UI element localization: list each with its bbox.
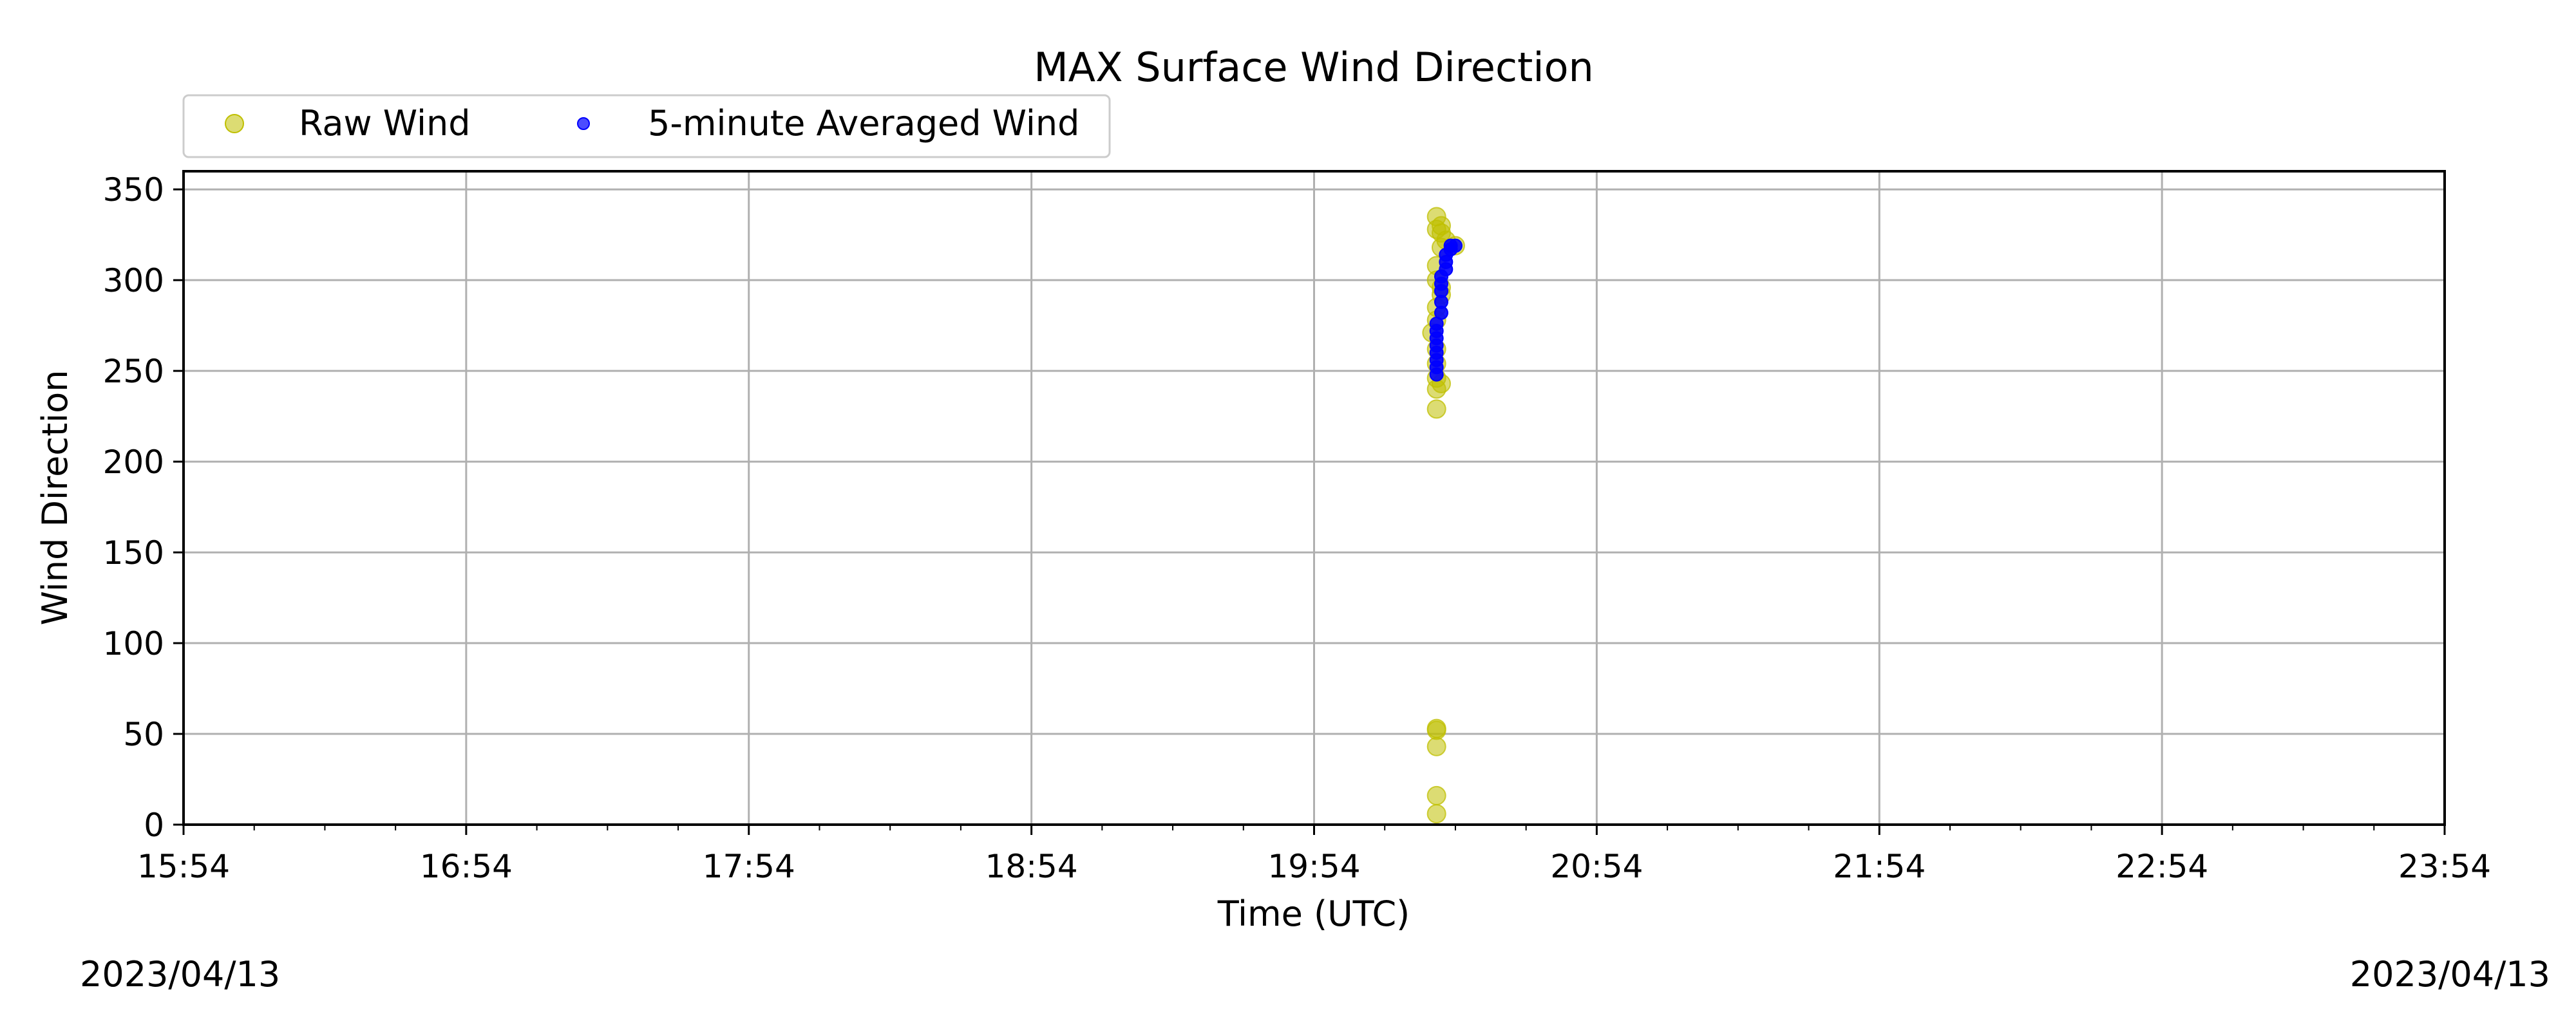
x-tick-label: 18:54 [985,848,1078,885]
y-tick-label: 300 [103,262,164,299]
date-label-right: 2023/04/13 [2350,954,2550,995]
raw-wind-point [1426,399,1446,419]
x-tick-label: 22:54 [2116,848,2208,885]
raw-wind-point [1426,785,1446,805]
raw-wind-point [1426,804,1446,824]
y-tick-label: 50 [123,716,164,753]
legend-raw-wind-label: Raw Wind [299,103,470,144]
raw-wind-point [1426,207,1446,227]
y-tick-label: 150 [103,534,164,572]
grid-lines [182,171,2446,826]
averaged-wind-points [1429,238,1463,382]
y-tick-label: 350 [103,171,164,209]
x-tick-label: 21:54 [1833,848,1926,885]
y-tick-label: 200 [103,444,164,481]
legend-raw-wind-marker [225,114,244,133]
x-tick-label: 15:54 [137,848,230,885]
legend-averaged-wind-label: 5-minute Averaged Wind [648,103,1079,144]
legend: Raw Wind 5-minute Averaged Wind [182,94,1111,158]
x-tick-label: 16:54 [420,848,513,885]
y-tick-label: 250 [103,353,164,390]
x-tick-label: 20:54 [1550,848,1643,885]
y-tick-label: 0 [144,807,164,844]
x-tick-label: 19:54 [1267,848,1360,885]
averaged-wind-point [1448,238,1463,253]
axis-ticks: 15:54 16:54 17:54 18:54 19:54 20:54 21:54 22:54… [103,171,2491,885]
y-tick-label: 100 [103,625,164,662]
x-tick-label: 23:54 [2398,848,2491,885]
raw-wind-point [1426,736,1446,756]
chart-title: MAX Surface Wind Direction [1034,44,1594,91]
y-axis-label: Wind Direction [35,370,75,626]
legend-averaged-wind-marker [577,117,590,130]
raw-wind-point [1426,718,1446,738]
x-tick-label: 17:54 [703,848,795,885]
legend-box [182,94,1111,158]
x-axis-label: Time (UTC) [1217,894,1410,934]
date-label-left: 2023/04/13 [80,954,280,995]
